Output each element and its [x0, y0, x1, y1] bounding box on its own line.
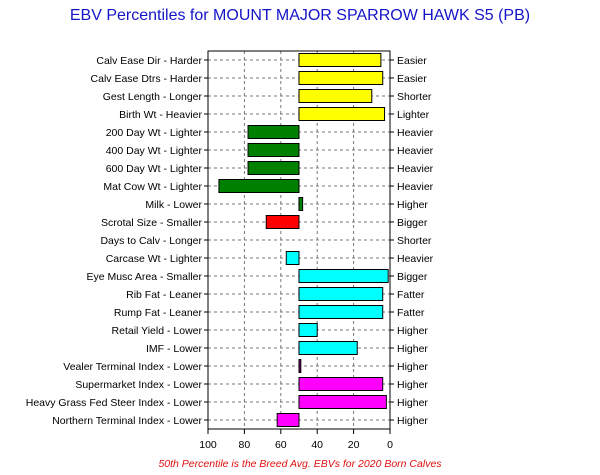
category-label: Vealer Terminal Index - Lower — [63, 361, 202, 373]
category-label: Supermarket Index - Lower — [75, 379, 202, 391]
category-label: Northern Terminal Index - Lower — [52, 415, 202, 427]
direction-label: Heavier — [397, 181, 434, 193]
category-label: Scrotal Size - Smaller — [101, 217, 202, 229]
direction-label: Higher — [397, 325, 428, 337]
bar — [298, 395, 387, 409]
x-tick-label: 80 — [239, 439, 251, 451]
bar — [265, 215, 300, 229]
x-tick-label: 100 — [199, 439, 217, 451]
direction-label: Bigger — [397, 271, 428, 283]
direction-label: Higher — [397, 199, 428, 211]
bar — [247, 125, 300, 139]
category-label: 400 Day Wt - Lighter — [106, 145, 203, 157]
category-label: Rib Fat - Leaner — [126, 289, 202, 301]
x-tick-label: 0 — [387, 439, 393, 451]
direction-label: Easier — [397, 73, 427, 85]
direction-label: Higher — [397, 415, 428, 427]
category-label: Calv Ease Dir - Harder — [96, 55, 202, 67]
bar — [298, 359, 302, 373]
bar — [298, 323, 318, 337]
category-label: 600 Day Wt - Lighter — [106, 163, 203, 175]
category-label: Rump Fat - Leaner — [114, 307, 203, 319]
direction-label: Lighter — [397, 109, 430, 121]
category-label: Heavy Grass Fed Steer Index - Lower — [26, 397, 203, 409]
chart-title: EBV Percentiles for MOUNT MAJOR SPARROW … — [69, 7, 531, 24]
direction-label: Heavier — [397, 127, 434, 139]
x-tick-label: 60 — [275, 439, 287, 451]
category-label: Birth Wt - Heavier — [119, 109, 202, 121]
category-label: Calv Ease Dtrs - Harder — [91, 73, 203, 85]
chart-footnote: 50th Percentile is the Breed Avg. EBVs f… — [158, 458, 442, 470]
bar — [298, 197, 304, 211]
bar — [247, 161, 300, 175]
bar — [298, 377, 384, 391]
direction-label: Higher — [397, 397, 428, 409]
x-tick-label: 40 — [311, 439, 323, 451]
direction-label: Higher — [397, 343, 428, 355]
bar — [298, 341, 358, 355]
bar — [298, 269, 389, 283]
direction-label: Bigger — [397, 217, 428, 229]
direction-label: Higher — [397, 379, 428, 391]
bar — [276, 413, 300, 427]
bar — [247, 143, 300, 157]
bar — [218, 179, 300, 193]
direction-label: Shorter — [397, 91, 432, 103]
category-label: Days to Calv - Longer — [100, 235, 202, 247]
category-label: Carcase Wt - Lighter — [106, 253, 203, 265]
direction-label: Easier — [397, 55, 427, 67]
category-label: Mat Cow Wt - Lighter — [103, 181, 202, 193]
category-label: Milk - Lower — [145, 199, 202, 211]
bar — [298, 53, 382, 67]
category-label: IMF - Lower — [146, 343, 203, 355]
x-tick-label: 20 — [348, 439, 360, 451]
direction-label: Fatter — [397, 289, 425, 301]
bar — [298, 287, 384, 301]
direction-label: Heavier — [397, 163, 434, 175]
direction-label: Heavier — [397, 145, 434, 157]
direction-label: Shorter — [397, 235, 432, 247]
direction-label: Higher — [397, 361, 428, 373]
direction-label: Heavier — [397, 253, 434, 265]
category-label: Eye Musc Area - Smaller — [86, 271, 202, 283]
direction-label: Fatter — [397, 307, 425, 319]
category-label: Gest Length - Longer — [103, 91, 203, 103]
bar — [285, 251, 300, 265]
bar — [298, 305, 384, 319]
bar — [298, 71, 384, 85]
bar — [298, 89, 373, 103]
bar — [298, 107, 386, 121]
category-label: 200 Day Wt - Lighter — [106, 127, 203, 139]
category-label: Retail Yield - Lower — [112, 325, 203, 337]
